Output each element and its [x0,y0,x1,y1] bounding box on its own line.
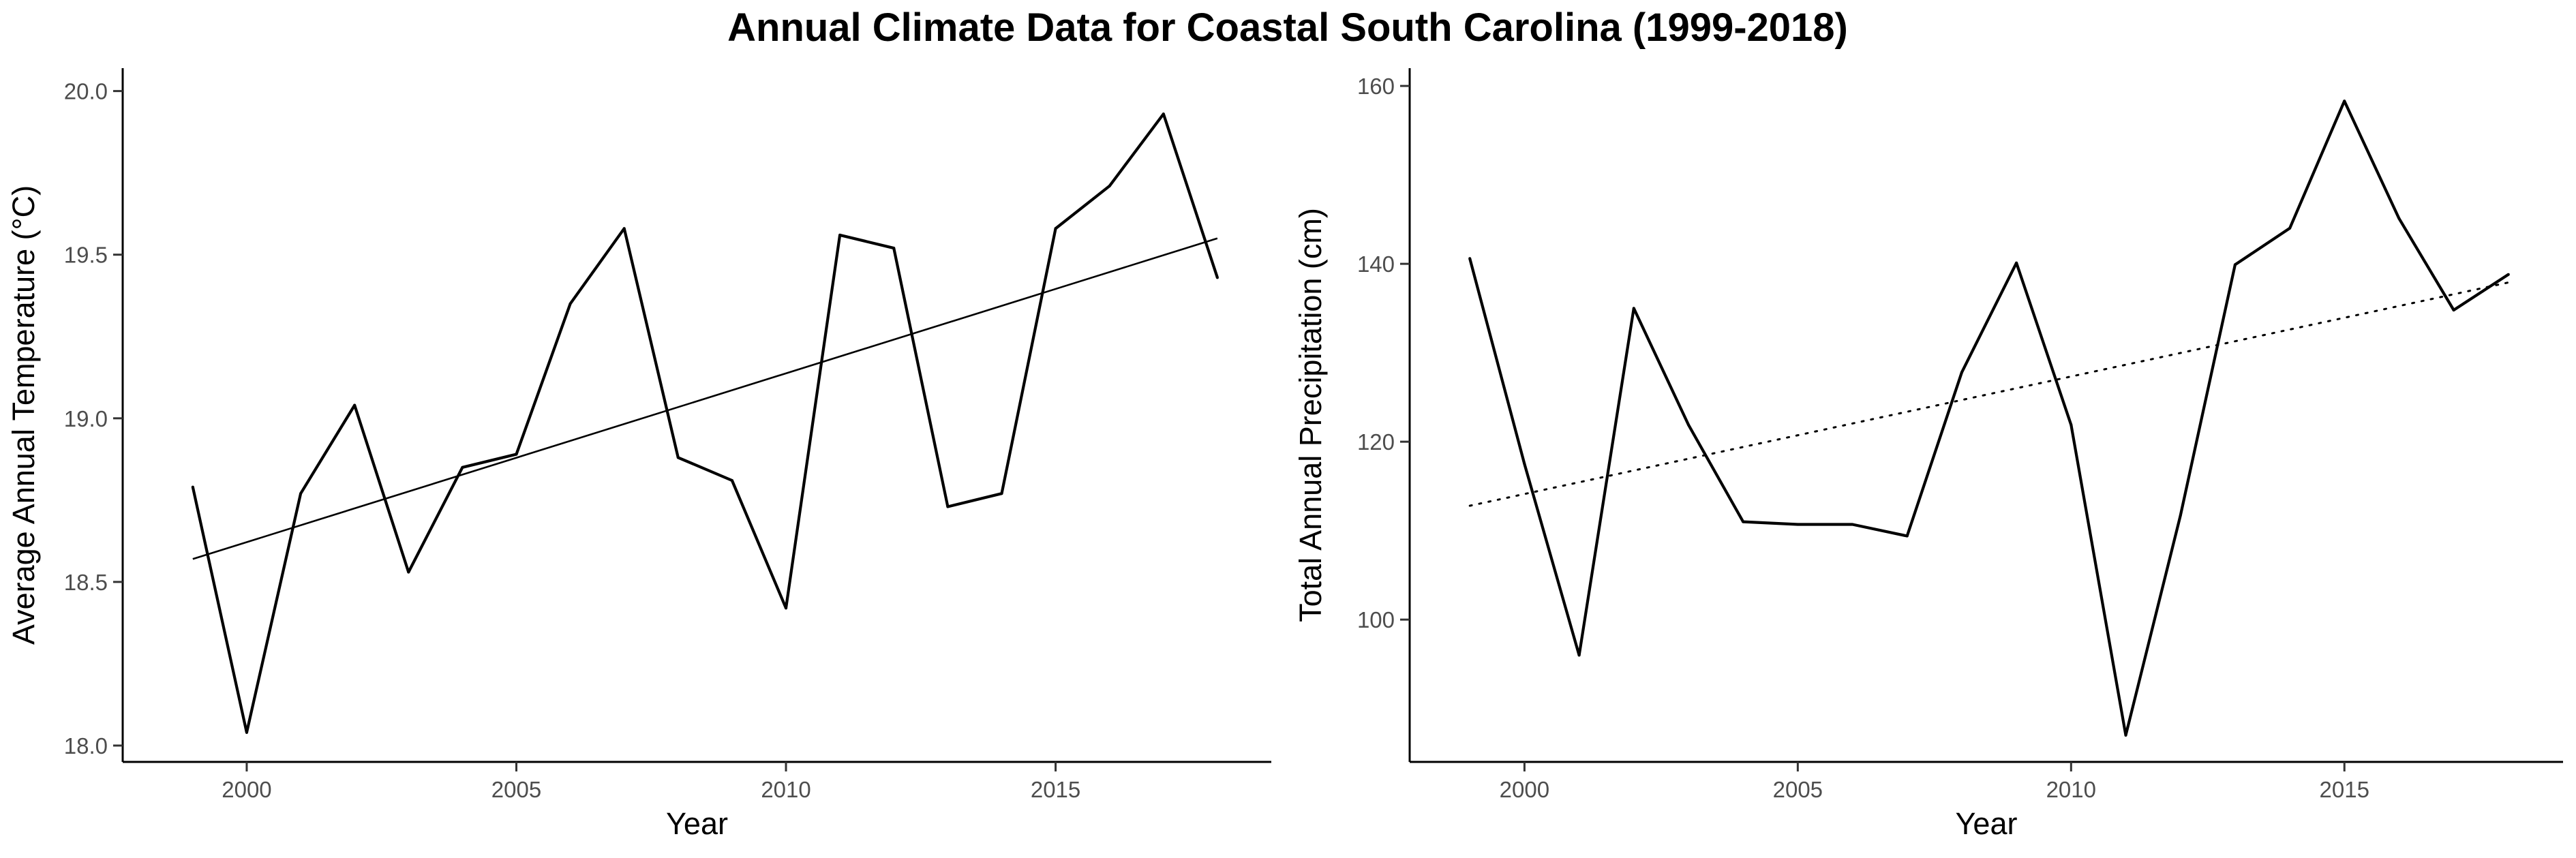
precip-data-point [2397,217,2401,220]
x-tick-label: 2000 [1500,777,1549,802]
precip-data-point [1960,371,1963,374]
precip-data-point [2179,514,2182,517]
figure-title: Annual Climate Data for Coastal South Ca… [727,5,1848,50]
temp-y-axis-label: Average Annual Temperature (°C) [6,185,41,645]
temp-data-point [1000,492,1003,495]
precip-x-axis-label: Year [1956,806,2018,841]
temp-data-point [569,302,572,305]
precip-data-point [2288,226,2292,230]
precip-data-point [1742,520,1745,523]
x-tick-label: 2015 [2320,777,2369,802]
x-tick-label: 2015 [1031,777,1080,802]
precip-data-point [2015,261,2018,264]
temperature-panel: 2000 2005 2010 2015 18.0 18.5 19.0 19.5 20.0 Year… [6,68,1271,841]
precip-series-line [1468,99,2509,737]
temp-data-point [838,233,842,236]
temp-data-point [1054,227,1057,230]
temp-data-point [245,731,248,734]
precip-data-point [1796,523,1800,526]
y-tick-label: 19.5 [64,243,108,268]
precip-y-axis-label: Total Annual Precipitation (cm) [1293,208,1328,622]
temp-data-point [676,456,680,459]
precip-data-point [2070,423,2073,427]
y-tick-label: 140 [1357,251,1395,277]
precip-data-point [1632,307,1635,310]
temp-data-point [353,403,357,407]
temp-data-point [407,570,410,574]
temp-trend-line [192,237,1218,560]
y-tick-label: 160 [1357,74,1395,99]
temp-data-point [1215,276,1219,279]
y-tick-label: 19.0 [64,406,108,431]
precip-data-point [1468,257,1472,260]
y-tick-label: 18.5 [64,570,108,595]
precip-data-point [2506,273,2510,276]
temp-data-point [515,453,518,456]
y-tick-label: 100 [1357,607,1395,632]
temp-data-point [1162,112,1165,116]
temp-data-point [730,479,733,482]
x-tick-label: 2005 [491,777,541,802]
temp-data-point [622,227,626,230]
precip-data-point [2452,308,2455,311]
precip-data-point [1577,654,1581,657]
temp-data-point [191,485,194,489]
temp-data-point [946,505,950,508]
temp-data-point [892,247,896,250]
temp-data-point [1108,184,1111,187]
precipitation-panel: 2000 2005 2010 2015 100 120 140 160 Year Total An… [1293,68,2563,841]
y-tick-label: 18.0 [64,733,108,759]
precip-data-point [1523,462,1526,465]
temp-data-point [785,607,788,610]
x-tick-label: 2010 [761,777,810,802]
x-tick-label: 2005 [1773,777,1823,802]
precip-data-point [2124,733,2127,737]
x-tick-label: 2000 [222,777,271,802]
x-tick-label: 2010 [2046,777,2096,802]
precip-data-point [1905,534,1909,538]
precip-data-point [2343,99,2346,103]
temp-x-axis-label: Year [666,806,728,841]
y-tick-label: 120 [1357,429,1395,455]
temp-data-point [299,492,303,495]
temp-series-line [191,112,1219,734]
precip-data-point [2233,263,2237,266]
temp-data-point [461,465,464,469]
precip-data-point [1686,423,1690,427]
y-tick-label: 20.0 [64,79,108,104]
precip-data-point [1851,523,1854,526]
